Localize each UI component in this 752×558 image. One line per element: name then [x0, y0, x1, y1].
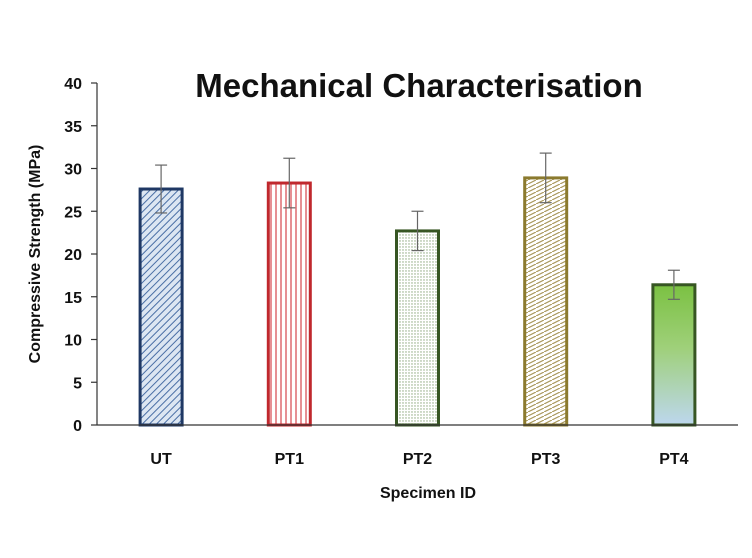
y-tick-label: 35: [64, 119, 82, 136]
y-tick-label: 25: [64, 204, 82, 221]
y-tick-label: 15: [64, 290, 82, 307]
bar-ut: [138, 187, 184, 427]
y-tick-label: 0: [73, 418, 82, 435]
error-bars: [155, 152, 680, 300]
y-axis-ticks: 0 5 10 15 20 25 30 35 40: [64, 76, 97, 435]
x-tick-label: PT4: [659, 451, 688, 468]
x-axis-ticks: UT PT1 PT2 PT3 PT4: [150, 451, 688, 468]
bar-pt3: [523, 176, 569, 427]
x-tick-label: PT3: [531, 451, 560, 468]
y-tick-label: 10: [64, 333, 82, 350]
bars: [138, 176, 697, 427]
x-tick-label: UT: [150, 451, 172, 468]
x-axis-label: Specimen ID: [380, 485, 476, 502]
bar-pt4: [651, 283, 697, 427]
y-axis-label: Compressive Strength (MPa): [27, 145, 44, 364]
y-tick-label: 40: [64, 76, 82, 93]
chart-title: Mechanical Characterisation: [195, 67, 643, 104]
x-tick-label: PT1: [275, 451, 304, 468]
bar-pt1: [266, 181, 312, 427]
y-tick-label: 5: [73, 375, 82, 392]
x-tick-label: PT2: [403, 451, 432, 468]
y-tick-label: 30: [64, 162, 82, 179]
bar-pt2: [395, 229, 440, 427]
y-tick-label: 20: [64, 247, 82, 264]
